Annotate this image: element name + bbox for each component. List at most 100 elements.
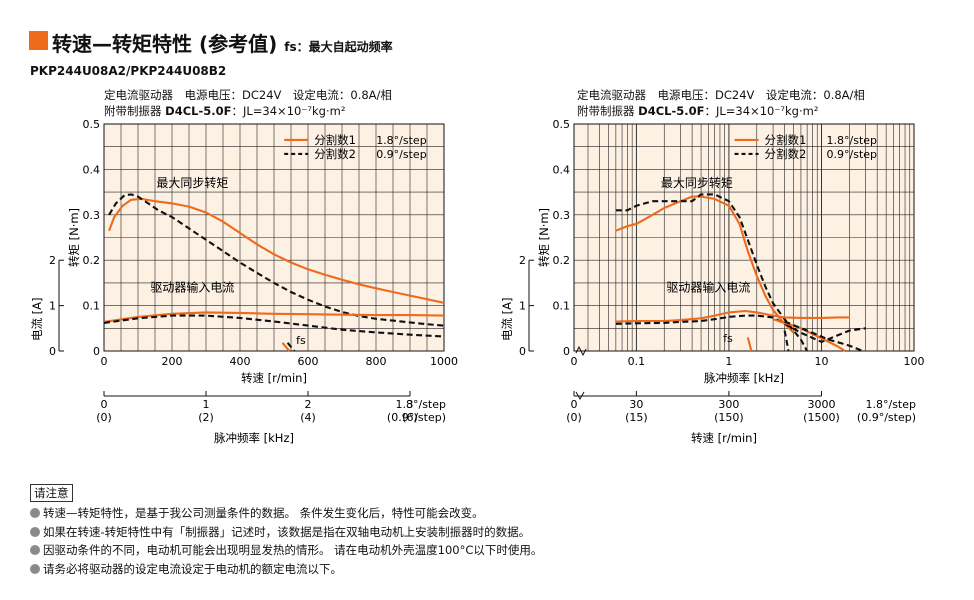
secondary-axis-label: 脉冲频率 [kHz]: [214, 431, 294, 445]
left-condition-line2: 附带制振器 D4CL-5.0F：JL=34×10⁻⁷kg·m²: [104, 104, 346, 118]
fs-annotation: fs: [723, 332, 733, 345]
left-condition-line1: 定电流驱动器 电源电压：DC24V 设定电流：0.8A/相: [104, 88, 392, 102]
title-sub: fs：最大自起动频率: [284, 40, 393, 54]
current-tick-label: 2: [49, 254, 56, 267]
note-item: 因驱动条件的不同，电动机可能会出现明显发热的情形。 请在电动机外壳温度100°C…: [30, 542, 542, 561]
y-tick-label: 0.3: [83, 209, 101, 222]
current-annotation: 驱动器输入电流: [666, 280, 750, 295]
y-tick-label: 0.2: [553, 254, 571, 267]
plot-frame: [573, 123, 915, 352]
y-tick-label: 0.5: [553, 118, 571, 131]
legend-name: 分割数2: [765, 147, 807, 161]
secondary-unit-label-alt: (0.9°/step): [857, 411, 916, 424]
legend-value: 0.9°/step: [376, 148, 427, 161]
current-tick-label: 2: [519, 254, 526, 267]
secondary-unit-label-alt: (0.9°/step): [387, 411, 446, 424]
torque-series-line: [108, 197, 445, 304]
current-series-line: [615, 314, 866, 343]
fs-annotation: fs: [296, 334, 306, 347]
fs-mark-line: [286, 342, 296, 352]
bullet-icon: [30, 508, 40, 518]
x-axis-label: 脉冲频率 [kHz]: [704, 371, 784, 385]
note-text: 因驱动条件的不同，电动机可能会出现明显发热的情形。 请在电动机外壳温度100°C…: [43, 543, 543, 557]
right-condition-line1: 定电流驱动器 电源电压：DC24V 设定电流：0.8A/相: [577, 88, 865, 102]
current-axis-label: 电流 [A]: [500, 297, 514, 341]
legend-name: 分割数1: [765, 133, 807, 147]
secondary-unit-label: 1.8°/step: [866, 398, 917, 411]
secondary-tick-label-alt: (15): [625, 411, 648, 424]
secondary-tick-label: 30: [629, 398, 643, 411]
y-tick-label: 0.5: [83, 118, 101, 131]
fs-mark-line: [746, 337, 753, 352]
secondary-tick-label: 2: [305, 398, 312, 411]
secondary-tick-label-alt: (6): [402, 411, 418, 424]
tail-series-line: [784, 320, 864, 352]
torque-series-line: [615, 193, 809, 352]
legend-name: 分割数1: [314, 133, 356, 147]
legend-value: 0.9°/step: [827, 148, 878, 161]
legend-name: 分割数2: [314, 147, 356, 161]
current-tick-label: 1: [49, 300, 56, 313]
torque-series-line: [615, 195, 795, 334]
y-tick-label: 0: [93, 345, 100, 358]
x-tick-label: 10: [814, 355, 828, 368]
x-tick-label: 200: [162, 355, 183, 368]
x-tick-label: 800: [366, 355, 387, 368]
notes-list: 转速—转矩特性，是基于我公司测量条件的数据。 条件发生变化后，特性可能会改变。如…: [30, 505, 542, 579]
current-series-line: [103, 311, 445, 323]
axis-break-mark: [575, 391, 585, 401]
secondary-tick-label-alt: (150): [714, 411, 744, 424]
legend-value: 1.8°/step: [376, 134, 427, 147]
secondary-tick-label: 3000: [807, 398, 835, 411]
x-tick-label: 400: [230, 355, 251, 368]
current-series-line: [615, 309, 850, 323]
x-tick-label: 0: [101, 355, 108, 368]
x-tick-label: 100: [904, 355, 925, 368]
secondary-unit-label: 1.8°/step: [396, 398, 447, 411]
current-tick-label: 1: [519, 300, 526, 313]
note-text: 转速—转矩特性，是基于我公司测量条件的数据。 条件发生变化后，特性可能会改变。: [43, 506, 484, 520]
pullout-annotation: 最大同步转矩: [661, 175, 733, 190]
fs-mark-line: [783, 330, 790, 352]
current-tick-label: 0: [49, 345, 56, 358]
fs-mark-line: [281, 342, 291, 352]
notes-heading: 请注意: [30, 484, 73, 502]
secondary-tick-label-alt: (2): [198, 411, 214, 424]
secondary-tick-label-alt: (0): [96, 411, 112, 424]
tail-series-line: [772, 318, 846, 352]
x-axis-label: 转速 [r/min]: [241, 371, 307, 385]
page-title: 转速—转矩特性 (参考值) fs：最大自起动频率: [52, 28, 393, 57]
left-condition-block: 定电流驱动器 电源电压：DC24V 设定电流：0.8A/相 附带制振器 D4CL…: [104, 87, 392, 119]
secondary-tick-label: 300: [718, 398, 739, 411]
secondary-tick-label: 1: [203, 398, 210, 411]
secondary-tick-label-alt: (4): [300, 411, 316, 424]
current-tick-label: 0: [519, 345, 526, 358]
title-accent-square: [29, 31, 48, 50]
note-item: 转速—转矩特性，是基于我公司测量条件的数据。 条件发生变化后，特性可能会改变。: [30, 505, 542, 524]
note-text: 请务必将驱动器的设定电流设定于电动机的额定电流以下。: [43, 561, 342, 576]
current-series-line: [103, 314, 445, 338]
note-item: 请务必将驱动器的设定电流设定于电动机的额定电流以下。: [30, 561, 542, 580]
right-condition-line2: 附带制振器 D4CL-5.0F：JL=34×10⁻⁷kg·m²: [577, 104, 819, 118]
notes-section: 请注意 转速—转矩特性，是基于我公司测量条件的数据。 条件发生变化后，特性可能会…: [30, 484, 542, 579]
bullet-icon: [30, 563, 40, 574]
y-tick-label: 0.1: [83, 300, 101, 313]
secondary-tick-label-alt: (0): [566, 411, 582, 424]
x-tick-label: 0.1: [628, 355, 646, 368]
current-axis-label: 电流 [A]: [30, 297, 44, 341]
model-number: PKP244U08A2/PKP244U08B2: [30, 64, 227, 78]
x-tick-label: 1: [725, 355, 732, 368]
bullet-icon: [30, 545, 40, 555]
note-item: 如果在转速-转矩特性中有「制振器」记述时，该数据是指在双轴电动机上安装制振器时的…: [30, 524, 542, 543]
y-tick-label: 0.1: [553, 300, 571, 313]
note-text: 如果在转速-转矩特性中有「制振器」记述时，该数据是指在双轴电动机上安装制振器时的…: [43, 524, 531, 539]
legend-value: 1.8°/step: [827, 134, 878, 147]
pullout-annotation: 最大同步转矩: [156, 175, 228, 190]
y-tick-label: 0.2: [83, 254, 101, 267]
right-chart: 0 0.1 0.2 0.3 0.4 0.5 转矩 [N·m] 0 1 2 电流 [A] 0.1 1 10 1…: [500, 118, 925, 445]
y-tick-label: 0.3: [553, 209, 571, 222]
axis-break-mark: [575, 345, 587, 357]
secondary-tick-label: 0: [101, 398, 108, 411]
left-chart: 0 0.1 0.2 0.3 0.4 0.5 转矩 [N·m] 0 1 2 电流 [A] 0 200 400…: [30, 118, 458, 445]
